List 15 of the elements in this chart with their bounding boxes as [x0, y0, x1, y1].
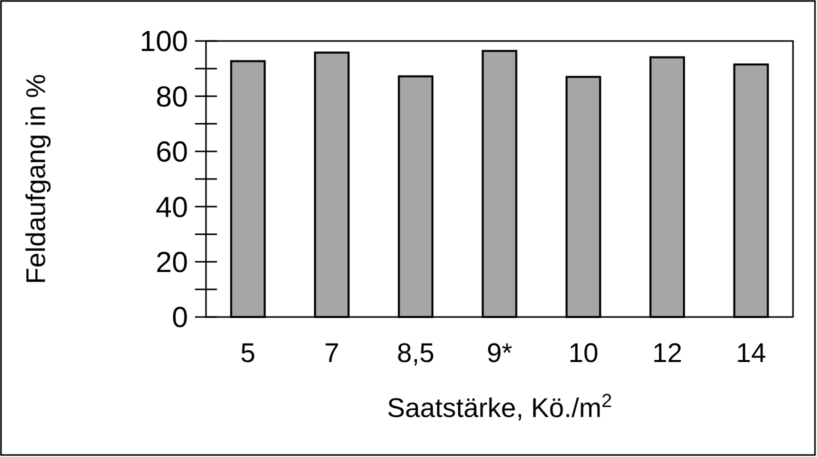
y-tick-label: 0 — [172, 302, 188, 334]
x-tick-label: 8,5 — [396, 338, 434, 368]
x-tick-label: 14 — [736, 338, 766, 368]
y-tick-label: 80 — [156, 81, 188, 114]
x-tick-label: 9* — [486, 338, 513, 368]
x-tick-label: 5 — [240, 338, 256, 368]
x-tick-label: 12 — [652, 338, 682, 368]
y-axis-title: Feldaufgang in % — [21, 74, 51, 284]
x-axis-title: Saatstärke, Kö./m$^{2}$ — [386, 390, 612, 423]
y-tick-label: 100 — [140, 26, 188, 58]
y-tick-label: 20 — [156, 246, 188, 279]
x-tick-label: 10 — [568, 338, 598, 368]
y-tick-label: 40 — [156, 192, 188, 224]
y-tick-label: 60 — [156, 136, 188, 169]
x-tick-label: 7 — [324, 338, 340, 368]
